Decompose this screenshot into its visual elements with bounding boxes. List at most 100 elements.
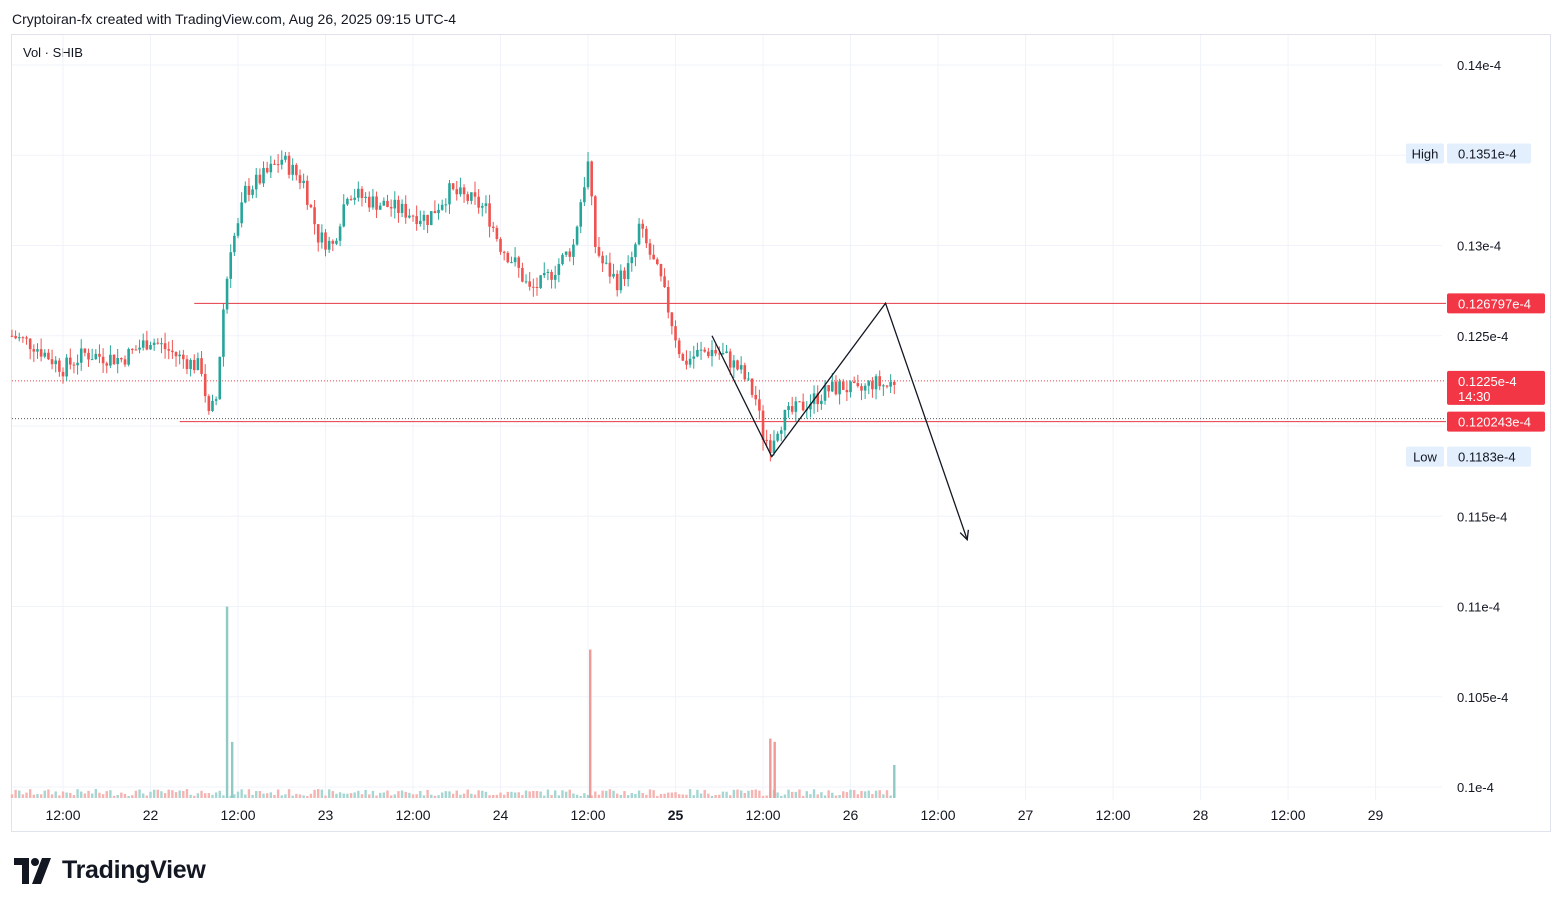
candle-body (845, 389, 849, 393)
candle-body (710, 349, 714, 357)
candle-body (280, 159, 284, 165)
candle-body (244, 185, 247, 203)
candle-body (36, 349, 39, 352)
candle-body (459, 187, 462, 195)
volume-bar (725, 791, 728, 798)
volume-bar (324, 795, 327, 798)
candle-body (892, 381, 896, 385)
volume-bar (174, 792, 178, 798)
volume-bar (444, 791, 448, 798)
volume-bar (244, 794, 247, 798)
volume-bar (572, 793, 575, 798)
candle-body (68, 357, 72, 365)
candle-body (834, 381, 838, 395)
level-tag-upper: 0.126797e-4 (1447, 293, 1545, 314)
candle-body (480, 206, 484, 208)
candle-body (597, 246, 601, 256)
candle-body (400, 203, 404, 213)
candle-body (189, 359, 192, 370)
candle-body (703, 349, 706, 352)
candle-body (145, 340, 149, 350)
candle-body (499, 238, 502, 252)
volume-bar (430, 794, 433, 798)
candle-body (612, 273, 615, 277)
level-tag-upper-bg (1447, 293, 1545, 314)
volume-bar (834, 795, 838, 798)
candle-body (790, 406, 794, 412)
volume-bar (142, 793, 145, 798)
candle-body (214, 399, 218, 401)
time-tick-label: 12:00 (746, 807, 781, 823)
candle-body (798, 401, 801, 403)
candle-body (462, 187, 466, 195)
candle-body (849, 381, 852, 393)
volume-bar (404, 791, 407, 798)
candle-body (889, 381, 892, 387)
volume-legend[interactable]: Vol · SHIB (23, 45, 83, 60)
volume-bar (258, 791, 262, 798)
candle-body (502, 251, 506, 253)
volume-bar (313, 789, 316, 798)
volume-bar (233, 794, 236, 798)
marker-label-bg (1406, 446, 1444, 467)
time-tick-label: 23 (318, 807, 334, 823)
volume-bar (674, 792, 677, 798)
candle-body (116, 358, 119, 365)
volume-bar (222, 795, 225, 798)
volume-bar (721, 791, 725, 798)
volume-bar (495, 794, 499, 798)
candle-body (160, 343, 163, 345)
candle-body (134, 349, 138, 351)
arrow-head (959, 529, 970, 542)
candle-body (852, 381, 856, 384)
candle-body (83, 348, 87, 353)
volume-bar (280, 795, 283, 798)
volume-bar (663, 793, 666, 798)
price-tick-label: 0.105e-4 (1457, 690, 1508, 705)
low-marker: Low 0.1183e-4 (1406, 446, 1531, 467)
volume-bar (189, 794, 192, 798)
candle-body (608, 262, 612, 277)
candle-body (823, 385, 827, 401)
volume-bar (338, 792, 342, 798)
volume-bar (630, 793, 633, 798)
candle-body (39, 349, 43, 357)
volume-bar (535, 791, 539, 798)
candle-body (17, 337, 21, 339)
volume-bar (685, 794, 688, 798)
volume-bar (754, 789, 757, 798)
candle-body (371, 196, 375, 208)
volume-bar (623, 791, 626, 798)
volume-bar (462, 793, 466, 798)
candle-body (156, 342, 160, 344)
candle-body (601, 255, 604, 264)
candle-body (590, 161, 593, 197)
time-tick-label: 24 (493, 807, 509, 823)
volume-bar (131, 795, 134, 798)
tradingview-logo-icon (14, 857, 54, 884)
volume-bar (138, 789, 141, 798)
candle-body (408, 215, 411, 218)
candle-body (488, 203, 491, 227)
volume-bar (809, 794, 812, 798)
candle-body (688, 358, 692, 365)
time-tick-label: 12:00 (220, 807, 255, 823)
candle-body (863, 385, 867, 391)
volume-bar (327, 789, 331, 798)
candle-body (353, 197, 356, 200)
volume-bar (386, 790, 389, 798)
volume-bar (273, 795, 276, 798)
candle-body (619, 270, 623, 291)
candle-body (419, 220, 422, 224)
candle-body (586, 161, 590, 188)
tradingview-logo[interactable]: TradingView (14, 856, 206, 885)
last-price-tag-countdown: 14:30 (1458, 389, 1491, 404)
volume-bar (637, 790, 641, 798)
volume-bar (116, 794, 119, 798)
volume-bar (484, 791, 488, 798)
volume-bar (203, 793, 207, 798)
last-price-tag-bg (1447, 370, 1545, 405)
candle-body (397, 199, 400, 213)
candle-body (76, 362, 79, 366)
